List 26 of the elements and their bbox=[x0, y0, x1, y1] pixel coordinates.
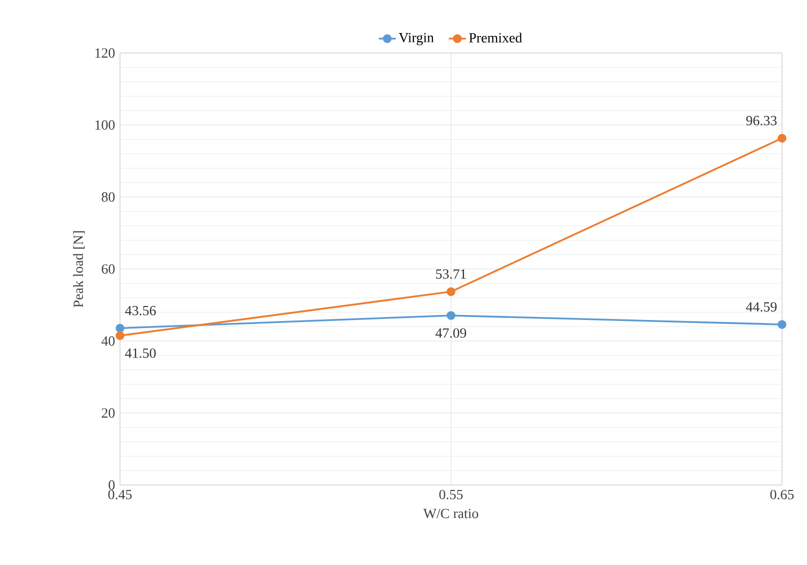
data-label: 53.71 bbox=[436, 269, 466, 279]
point bbox=[116, 331, 124, 340]
y-tick-label: 120 bbox=[95, 48, 115, 58]
point bbox=[116, 324, 124, 333]
y-axis-title: Peak load [N] bbox=[73, 231, 85, 308]
point bbox=[446, 287, 456, 296]
point bbox=[778, 134, 786, 143]
x-tick-label: 0.55 bbox=[439, 490, 463, 500]
data-label: 47.09 bbox=[436, 328, 466, 338]
y-tick-label: 40 bbox=[101, 336, 115, 346]
legend-label: Premixed bbox=[469, 32, 522, 43]
data-label: 44.59 bbox=[746, 302, 777, 312]
data-label: 96.33 bbox=[746, 116, 777, 126]
data-label: 41.50 bbox=[125, 348, 156, 358]
y-tick-label: 0 bbox=[108, 480, 115, 490]
legend-label: Virgin bbox=[398, 32, 434, 46]
x-tick-label: 0.45 bbox=[108, 490, 132, 500]
y-tick-label: 100 bbox=[95, 120, 115, 130]
x-tick-label: 0.65 bbox=[770, 490, 794, 500]
y-tick-label: 20 bbox=[102, 408, 115, 418]
x-axis-title: W/C ratio bbox=[423, 508, 478, 518]
y-tick-label: 60 bbox=[102, 264, 115, 274]
point bbox=[778, 320, 786, 329]
point bbox=[446, 311, 456, 320]
y-tick-label: 80 bbox=[102, 192, 115, 202]
data-label: 43.56 bbox=[125, 306, 156, 316]
